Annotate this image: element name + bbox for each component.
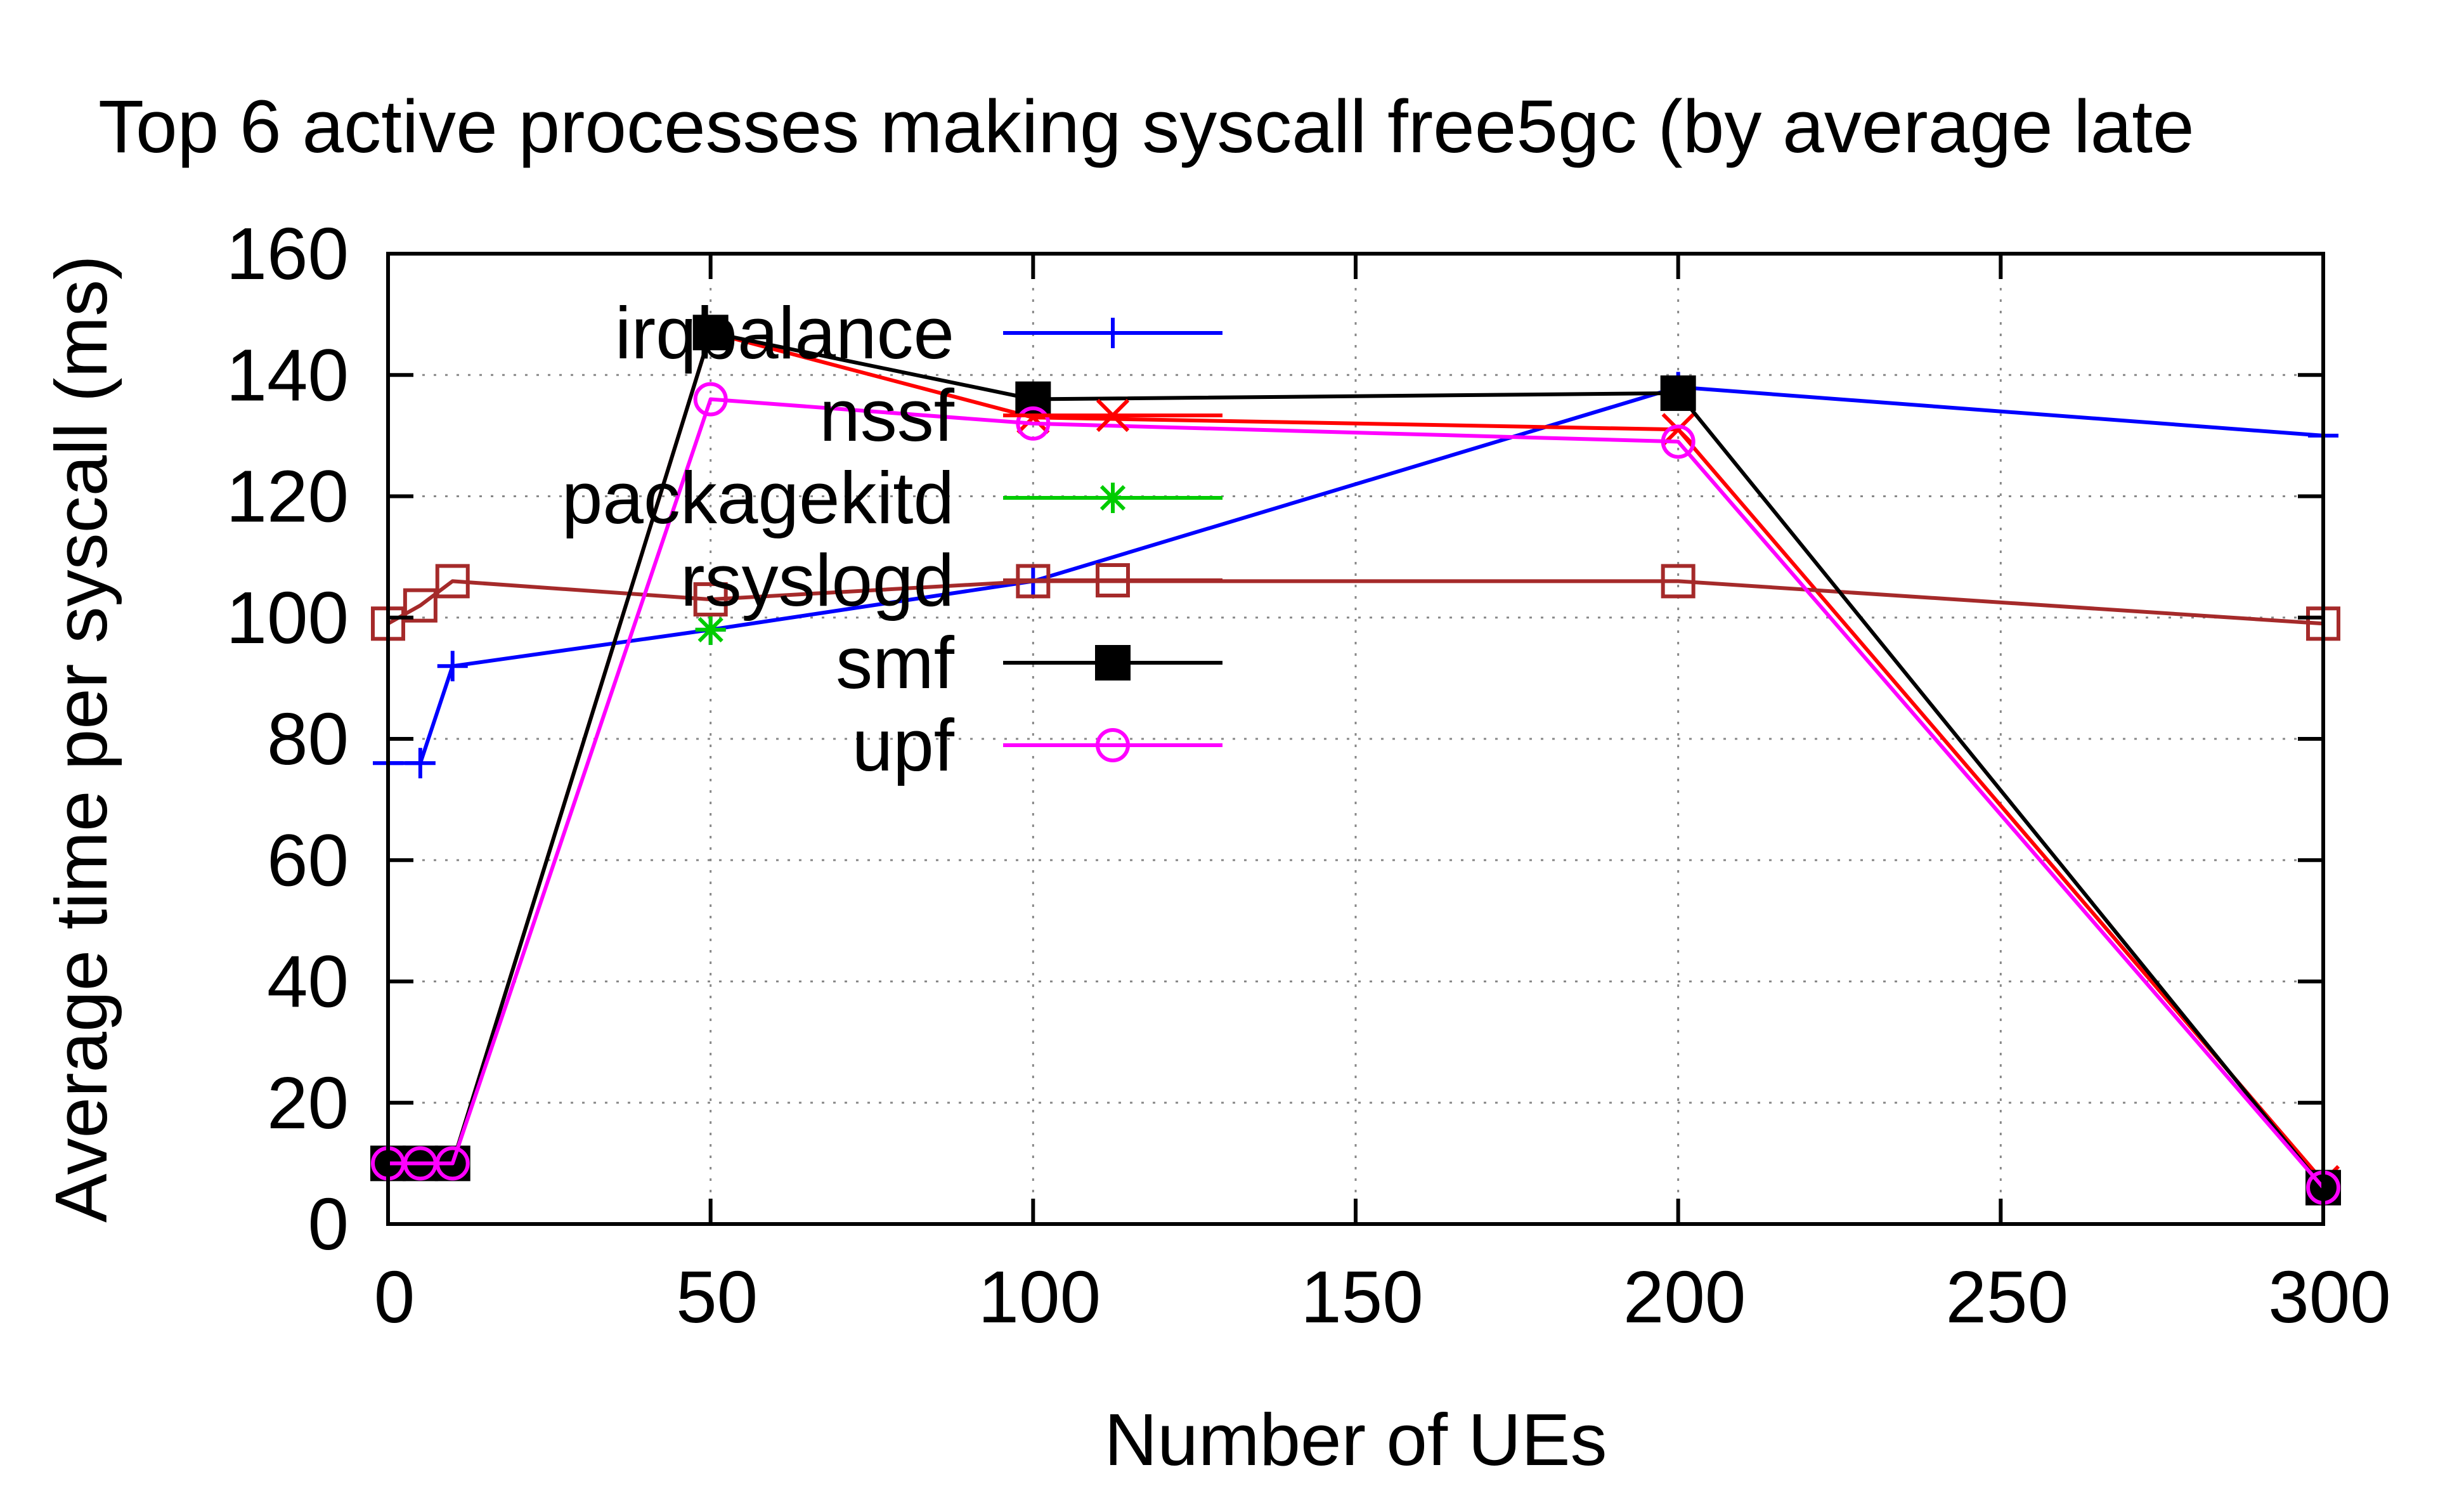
x-tick-label: 300 bbox=[2268, 1256, 2391, 1338]
legend-marker-smf bbox=[1095, 645, 1131, 681]
data-point-smf bbox=[1015, 381, 1051, 417]
data-point-irqbalance bbox=[437, 651, 468, 682]
legend-label-rsyslogd: rsyslogd bbox=[680, 539, 954, 622]
data-point-upf bbox=[1661, 424, 1696, 459]
y-tick-label: 120 bbox=[226, 455, 349, 538]
x-tick-label: 200 bbox=[1623, 1256, 1746, 1338]
axes: 0 20 40 60 80 100 120 140 160 0 50 100 150 200 250 300 bbox=[226, 212, 2390, 1338]
x-axis-label: Number of UEs bbox=[1105, 1398, 1607, 1481]
data-point-packagekitd bbox=[695, 614, 726, 645]
legend-marker-rsyslogd bbox=[1096, 563, 1130, 597]
data-point-rsyslogd bbox=[403, 588, 438, 623]
legend-label-upf: upf bbox=[852, 704, 955, 786]
y-tick-label: 0 bbox=[308, 1183, 349, 1265]
chart-title: Top 6 active processes making syscall fr… bbox=[98, 85, 2195, 169]
series-rsyslogd bbox=[371, 564, 2340, 641]
series-packagekitd bbox=[695, 614, 726, 645]
x-tick-label: 250 bbox=[1946, 1256, 2069, 1338]
legend-label-smf: smf bbox=[836, 622, 955, 704]
data-point-rsyslogd bbox=[1661, 564, 1696, 599]
series-layer bbox=[370, 315, 2341, 1206]
x-tick-label: 150 bbox=[1300, 1256, 1423, 1338]
y-tick-label: 100 bbox=[226, 576, 349, 659]
series-line-rsyslogd bbox=[387, 579, 2324, 626]
legend-marker-nssf bbox=[1096, 398, 1130, 433]
legend-marker-irqbalance bbox=[1098, 318, 1128, 348]
x-tick-label: 100 bbox=[978, 1256, 1101, 1338]
legend-label-packagekitd: packagekitd bbox=[562, 457, 954, 539]
data-point-irqbalance bbox=[405, 748, 436, 779]
series-upf bbox=[371, 382, 2340, 1205]
y-tick-label: 40 bbox=[267, 941, 349, 1023]
data-point-upf bbox=[1016, 406, 1051, 441]
data-point-rsyslogd bbox=[435, 564, 470, 599]
x-tick-label: 0 bbox=[374, 1256, 415, 1338]
legend-label-nssf: nssf bbox=[819, 374, 955, 457]
y-tick-label: 80 bbox=[267, 698, 349, 780]
legend-marker-upf bbox=[1096, 728, 1130, 762]
y-tick-label: 160 bbox=[226, 212, 349, 295]
grid bbox=[388, 254, 2323, 1224]
y-tick-label: 60 bbox=[267, 819, 349, 901]
data-point-upf bbox=[435, 1146, 470, 1181]
x-tick-label: 50 bbox=[676, 1256, 758, 1338]
legend-label-irqbalance: irqbalance bbox=[615, 292, 954, 374]
y-tick-label: 20 bbox=[267, 1062, 349, 1144]
data-point-smf bbox=[692, 315, 729, 351]
y-axis-label: Average time per syscall (ms) bbox=[40, 255, 122, 1223]
data-point-smf bbox=[1660, 375, 1696, 411]
data-point-upf bbox=[693, 382, 728, 417]
series-line-upf bbox=[388, 397, 2325, 1189]
legend-marker-packagekitd bbox=[1098, 483, 1128, 513]
data-point-rsyslogd bbox=[693, 582, 728, 617]
y-tick-label: 140 bbox=[226, 334, 349, 416]
